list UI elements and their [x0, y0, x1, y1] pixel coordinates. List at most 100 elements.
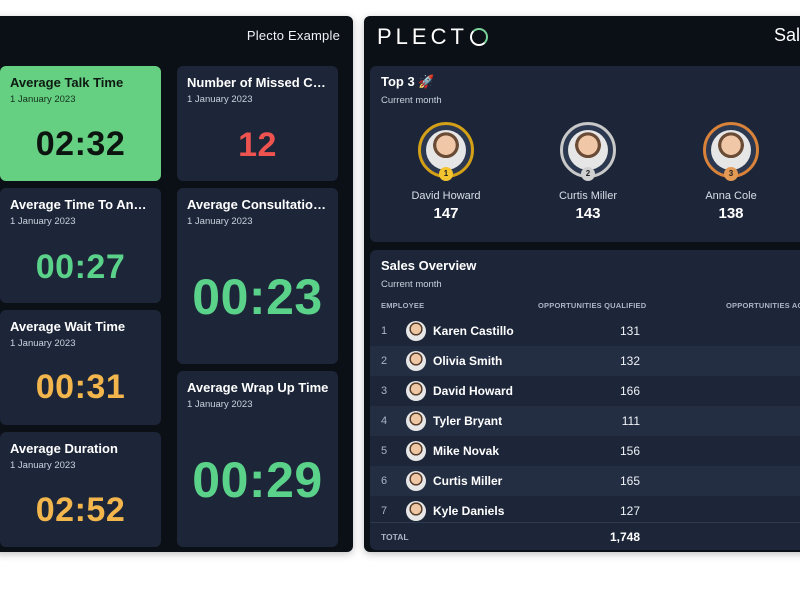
logo-text: PLECT [377, 24, 468, 49]
tile-date: 1 January 2023 [10, 460, 76, 471]
top3-person[interactable]: 1 David Howard 147 [386, 122, 506, 222]
logo-o-icon [469, 28, 488, 46]
tile-date: 1 January 2023 [10, 216, 76, 227]
employee-name: Mike Novak [433, 444, 500, 458]
row-rank: 1 [381, 325, 388, 337]
avatar: 1 [418, 122, 474, 181]
employee-name: Kyle Daniels [433, 504, 505, 518]
tile-date: 1 January 2023 [10, 94, 76, 105]
tile-value: 00:31 [35, 368, 126, 406]
panel-subtitle: Current month [381, 95, 442, 106]
top3-panel[interactable]: Top 3 🚀 Current month 1 David Howard 147… [370, 66, 800, 242]
tile-value: 00:23 [192, 269, 323, 325]
tile-average-duration[interactable]: Average Duration 1 January 2023 02:52 [0, 432, 161, 547]
tile-date: 1 January 2023 [187, 399, 253, 410]
top3-person[interactable]: 3 Anna Cole 138 [671, 122, 791, 222]
avatar [406, 501, 426, 521]
avatar [406, 411, 426, 431]
tile-average-time-to-answer[interactable]: Average Time To Answer 1 January 2023 00… [0, 188, 161, 303]
table-row[interactable]: 7 Kyle Daniels 127 [370, 496, 800, 522]
opportunities-qualified-value: 132 [619, 354, 640, 368]
column-header-opportunities-qualified[interactable]: OPPORTUNITIES QUALIFIED [538, 301, 647, 310]
table-row[interactable]: 2 Olivia Smith 132 [370, 346, 800, 376]
tile-average-consultation[interactable]: Average Consultation ... 1 January 2023 … [177, 188, 338, 364]
opportunities-qualified-value: 166 [619, 384, 640, 398]
avatar [406, 321, 426, 341]
table-row[interactable]: 4 Tyler Bryant 111 [370, 406, 800, 436]
opportunities-qualified-value: 165 [619, 474, 640, 488]
employee-name: Karen Castillo [433, 324, 514, 338]
table-row[interactable]: 1 Karen Castillo 131 [370, 316, 800, 346]
tile-value: 12 [238, 126, 277, 164]
tile-average-wrap-up-time[interactable]: Average Wrap Up Time 1 January 2023 00:2… [177, 371, 338, 547]
panel-title: Sales Overview [381, 258, 477, 273]
person-score: 147 [433, 205, 459, 222]
tile-title: Average Time To Answer [10, 197, 153, 212]
tile-value: 00:29 [192, 452, 323, 508]
row-rank: 2 [381, 355, 388, 367]
tile-title: Average Consultation ... [187, 197, 330, 212]
top3-person[interactable]: 2 Curtis Miller 143 [528, 122, 648, 222]
row-rank: 4 [381, 415, 388, 427]
employee-name: David Howard [433, 384, 514, 398]
row-rank: 3 [381, 385, 388, 397]
tile-value: 02:52 [35, 491, 126, 529]
tile-date: 1 January 2023 [187, 94, 253, 105]
dashboard-title: Plecto Example [246, 28, 340, 43]
row-rank: 7 [381, 505, 388, 517]
tile-value: 02:32 [35, 125, 126, 163]
rank-badge: 2 [581, 167, 595, 181]
tile-number-of-missed-calls[interactable]: Number of Missed Calls 1 January 2023 12 [177, 66, 338, 181]
avatar [406, 351, 426, 371]
left-dashboard-screen: Plecto Example Average Talk Time 1 Janua… [0, 16, 353, 552]
avatar-photo [711, 130, 751, 170]
tile-title: Average Talk Time [10, 75, 124, 90]
opportunities-qualified-value: 127 [619, 504, 640, 518]
employee-name: Tyler Bryant [433, 414, 503, 428]
avatar-photo [568, 130, 608, 170]
table-row[interactable]: 3 David Howard 166 [370, 376, 800, 406]
total-row: TOTAL 1,748 [370, 522, 800, 550]
avatar-photo [426, 130, 466, 170]
table-row[interactable]: 5 Mike Novak 156 [370, 436, 800, 466]
person-score: 138 [718, 205, 744, 222]
tile-average-wait-time[interactable]: Average Wait Time 1 January 2023 00:31 [0, 310, 161, 425]
person-score: 143 [575, 205, 601, 222]
total-value: 1,748 [609, 530, 640, 544]
rank-badge: 1 [439, 167, 453, 181]
employee-name: Olivia Smith [433, 354, 503, 368]
opportunities-qualified-value: 156 [619, 444, 640, 458]
right-dashboard-screen: PLECT Sal Top 3 🚀 Current month 1 David … [364, 16, 800, 552]
rank-badge: 3 [724, 167, 738, 181]
avatar [406, 471, 426, 491]
avatar: 2 [560, 122, 616, 181]
panel-subtitle: Current month [381, 279, 442, 290]
left-dashboard-header: Plecto Example [0, 16, 353, 56]
column-header-opportunities-accepted[interactable]: OPPORTUNITIES AC [726, 301, 800, 310]
avatar [406, 441, 426, 461]
row-rank: 5 [381, 445, 388, 457]
tile-title: Number of Missed Calls [187, 75, 330, 90]
table-row[interactable]: 6 Curtis Miller 165 [370, 466, 800, 496]
opportunities-qualified-value: 111 [621, 414, 640, 428]
tile-date: 1 January 2023 [10, 338, 76, 349]
plecto-logo: PLECT [377, 24, 488, 50]
person-name: David Howard [411, 190, 481, 202]
avatar [406, 381, 426, 401]
total-label: TOTAL [381, 532, 409, 542]
tile-title: Average Duration [10, 441, 118, 456]
tile-value: 00:27 [35, 248, 126, 286]
column-header-employee[interactable]: EMPLOYEE [381, 301, 425, 310]
employee-name: Curtis Miller [433, 474, 503, 488]
avatar: 3 [703, 122, 759, 181]
person-name: Curtis Miller [558, 190, 618, 202]
person-name: Anna Cole [705, 190, 757, 202]
dashboard-title: Sal [774, 25, 800, 45]
opportunities-qualified-value: 131 [619, 324, 640, 338]
row-rank: 6 [381, 475, 388, 487]
sales-overview-panel[interactable]: Sales Overview Current month EMPLOYEE OP… [370, 250, 800, 550]
tile-title: Average Wait Time [10, 319, 126, 334]
tile-average-talk-time[interactable]: Average Talk Time 1 January 2023 02:32 [0, 66, 161, 181]
panel-title: Top 3 🚀 [381, 74, 435, 89]
tile-title: Average Wrap Up Time [187, 380, 329, 395]
